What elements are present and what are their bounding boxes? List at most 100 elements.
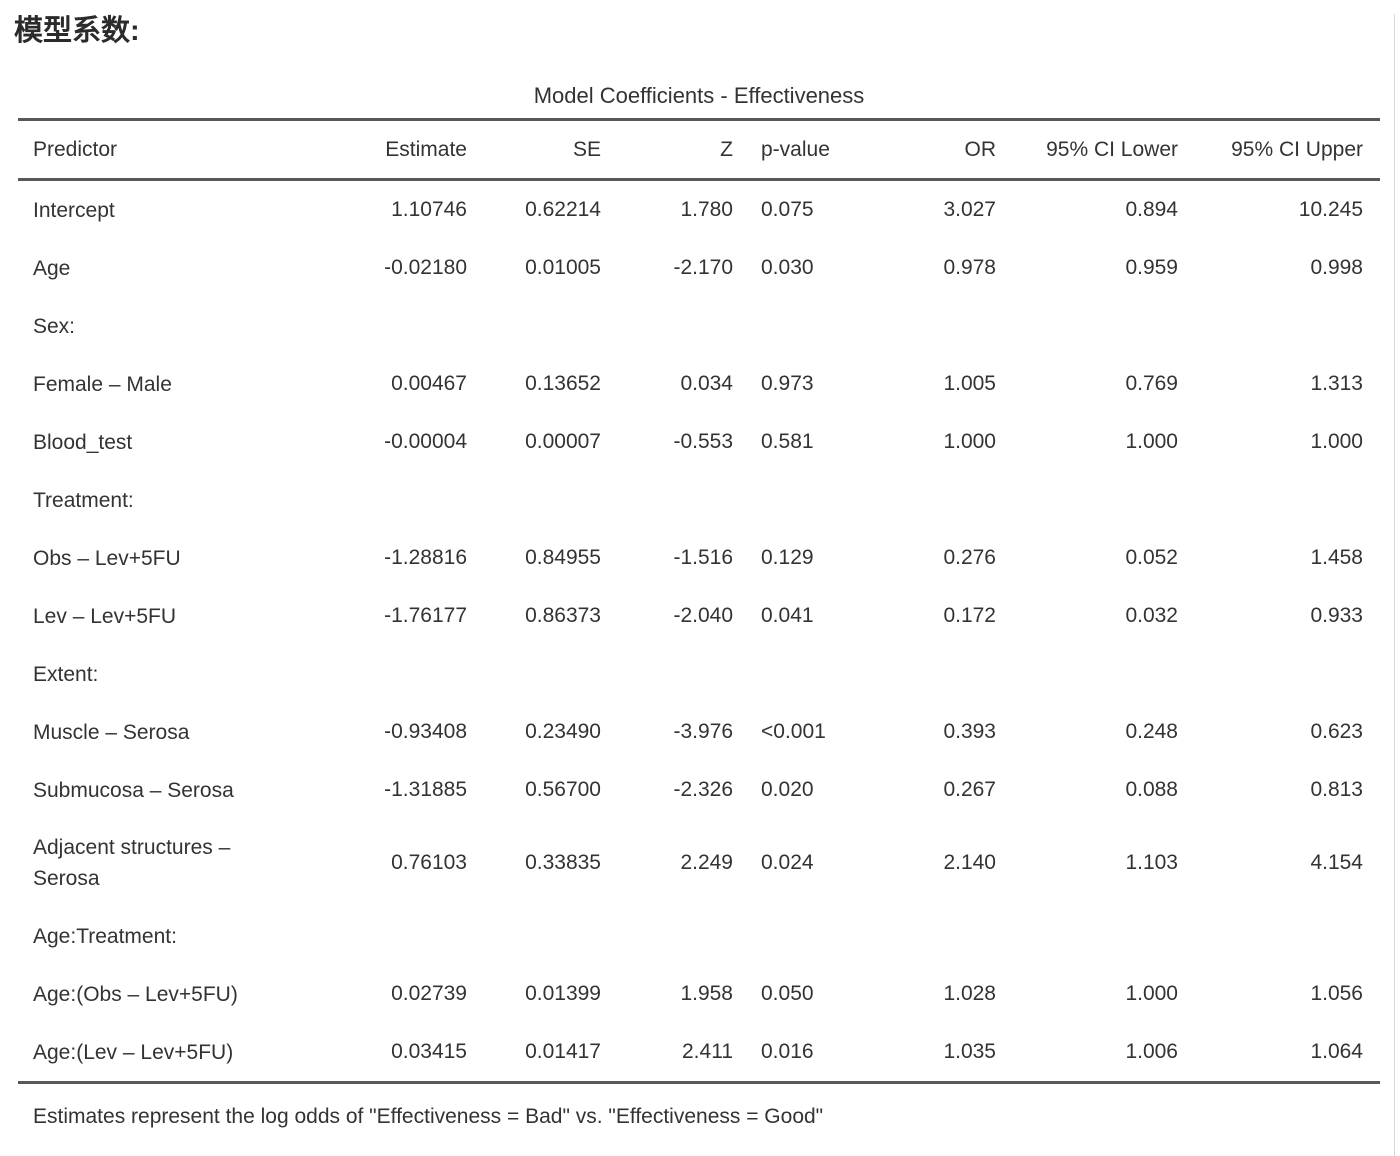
se-cell: 0.86373 <box>525 604 601 627</box>
predictor-cell: Obs – Lev+5FU <box>33 546 181 570</box>
p-cell: 0.020 <box>761 778 814 801</box>
ci-lower-cell: 0.052 <box>1125 546 1178 569</box>
or-cell: 1.028 <box>943 982 996 1005</box>
p-cell: 0.129 <box>761 546 814 569</box>
se-cell: 0.13652 <box>525 372 601 395</box>
predictor-cell: Female – Male <box>33 372 172 396</box>
ci-upper-cell <box>1178 471 1380 529</box>
se-cell: 0.84955 <box>525 546 601 569</box>
header-row: Predictor Estimate SE Z p-value OR 95% C… <box>18 118 1380 181</box>
p-cell: 0.041 <box>761 604 814 627</box>
or-cell <box>870 645 996 703</box>
se-cell: 0.62214 <box>525 198 601 221</box>
ci-lower-cell: 0.248 <box>1125 720 1178 743</box>
table-row: Age:(Obs – Lev+5FU) 0.02739 0.01399 1.958 0.… <box>18 965 1380 1023</box>
predictor-cell: Sex: <box>33 314 76 338</box>
se-cell <box>467 907 601 965</box>
se-cell <box>467 471 601 529</box>
p-cell: 0.024 <box>761 851 814 874</box>
ci-upper-cell: 1.064 <box>1178 1023 1380 1084</box>
predictor-cell: Extent: <box>33 662 99 686</box>
z-cell <box>601 907 733 965</box>
section-row: Sex: <box>18 297 1380 355</box>
table-row: Lev – Lev+5FU -1.76177 0.86373 -2.040 0.041 0… <box>18 587 1380 645</box>
se-cell <box>467 297 601 355</box>
column-header-p-value: p-value <box>733 118 870 181</box>
p-cell: 0.581 <box>761 430 814 453</box>
se-cell: 0.01417 <box>467 1023 601 1084</box>
or-cell <box>870 907 996 965</box>
se-cell: 0.01005 <box>525 256 601 279</box>
table-row: Blood_test -0.00004 0.00007 -0.553 0.581 1.00… <box>18 413 1380 471</box>
z-cell: 2.249 <box>680 851 733 874</box>
predictor-cell: Intercept <box>33 198 115 222</box>
ci-upper-cell: 1.313 <box>1310 372 1363 395</box>
z-cell: 1.958 <box>680 982 733 1005</box>
estimate-cell: 0.02739 <box>391 982 467 1005</box>
or-cell: 2.140 <box>943 851 996 874</box>
ci-upper-cell: 1.458 <box>1310 546 1363 569</box>
results-panel-border <box>1394 14 1395 1156</box>
ci-lower-cell: 0.894 <box>1125 198 1178 221</box>
p-cell <box>733 645 870 703</box>
model-coefficients-table: Predictor Estimate SE Z p-value OR 95% C… <box>18 118 1380 1084</box>
se-cell: 0.01399 <box>525 982 601 1005</box>
section-row: Treatment: <box>18 471 1380 529</box>
estimate-cell <box>323 471 467 529</box>
ci-upper-cell: 1.056 <box>1310 982 1363 1005</box>
column-header-or: OR <box>870 118 996 181</box>
ci-upper-cell <box>1178 907 1380 965</box>
table-row: Obs – Lev+5FU -1.28816 0.84955 -1.516 0.129 0… <box>18 529 1380 587</box>
estimate-cell: -1.28816 <box>384 546 467 569</box>
table-title: Model Coefficients - Effectiveness <box>533 83 865 108</box>
predictor-cell: Age:Treatment: <box>33 924 177 948</box>
table-row: Adjacent structures – Serosa 0.76103 0.338… <box>18 819 1380 907</box>
ci-upper-cell: 0.623 <box>1310 720 1363 743</box>
or-cell: 0.276 <box>943 546 996 569</box>
or-cell: 3.027 <box>943 198 996 221</box>
z-cell: -2.040 <box>673 604 733 627</box>
section-row: Extent: <box>18 645 1380 703</box>
predictor-cell: Adjacent structures – Serosa <box>33 836 231 890</box>
column-header-estimate: Estimate <box>323 118 467 181</box>
p-cell: 0.973 <box>761 372 814 395</box>
or-cell: 0.172 <box>943 604 996 627</box>
table-row: Submucosa – Serosa -1.31885 0.56700 -2.326 0… <box>18 761 1380 819</box>
ci-upper-cell: 0.813 <box>1310 778 1363 801</box>
p-cell: 0.050 <box>761 982 814 1005</box>
predictor-cell: Blood_test <box>33 430 133 454</box>
ci-lower-cell <box>996 907 1178 965</box>
table-row: Female – Male 0.00467 0.13652 0.034 0.973 1.0… <box>18 355 1380 413</box>
ci-lower-cell <box>996 297 1178 355</box>
ci-lower-cell: 0.959 <box>1125 256 1178 279</box>
predictor-cell: Age:(Lev – Lev+5FU) <box>18 1023 323 1084</box>
z-cell: 0.034 <box>680 372 733 395</box>
table-footnote: Estimates represent the log odds of "Eff… <box>33 1105 824 1128</box>
ci-lower-cell <box>996 645 1178 703</box>
results-table-container: Model Coefficients - Effectiveness Predi… <box>18 84 1380 1130</box>
se-cell: 0.23490 <box>525 720 601 743</box>
predictor-cell: Treatment: <box>33 488 134 512</box>
z-cell: -1.516 <box>673 546 733 569</box>
predictor-cell: Muscle – Serosa <box>33 720 190 744</box>
p-cell: 0.016 <box>733 1023 870 1084</box>
ci-lower-cell: 1.000 <box>1125 982 1178 1005</box>
ci-lower-cell: 0.032 <box>1125 604 1178 627</box>
estimate-cell <box>323 297 467 355</box>
or-cell <box>870 297 996 355</box>
se-cell: 0.56700 <box>525 778 601 801</box>
ci-upper-cell <box>1178 645 1380 703</box>
ci-upper-cell: 0.998 <box>1310 256 1363 279</box>
z-cell: -2.326 <box>673 778 733 801</box>
p-cell: <0.001 <box>761 720 826 743</box>
estimate-cell: 0.76103 <box>391 851 467 874</box>
table-row: Muscle – Serosa -0.93408 0.23490 -3.976 <0.0… <box>18 703 1380 761</box>
or-cell: 1.035 <box>870 1023 996 1084</box>
estimate-cell: -1.76177 <box>384 604 467 627</box>
ci-lower-cell: 1.000 <box>1125 430 1178 453</box>
z-cell <box>601 297 733 355</box>
estimate-cell <box>323 907 467 965</box>
or-cell: 0.267 <box>943 778 996 801</box>
p-cell <box>733 907 870 965</box>
predictor-cell: Submucosa – Serosa <box>33 778 234 802</box>
